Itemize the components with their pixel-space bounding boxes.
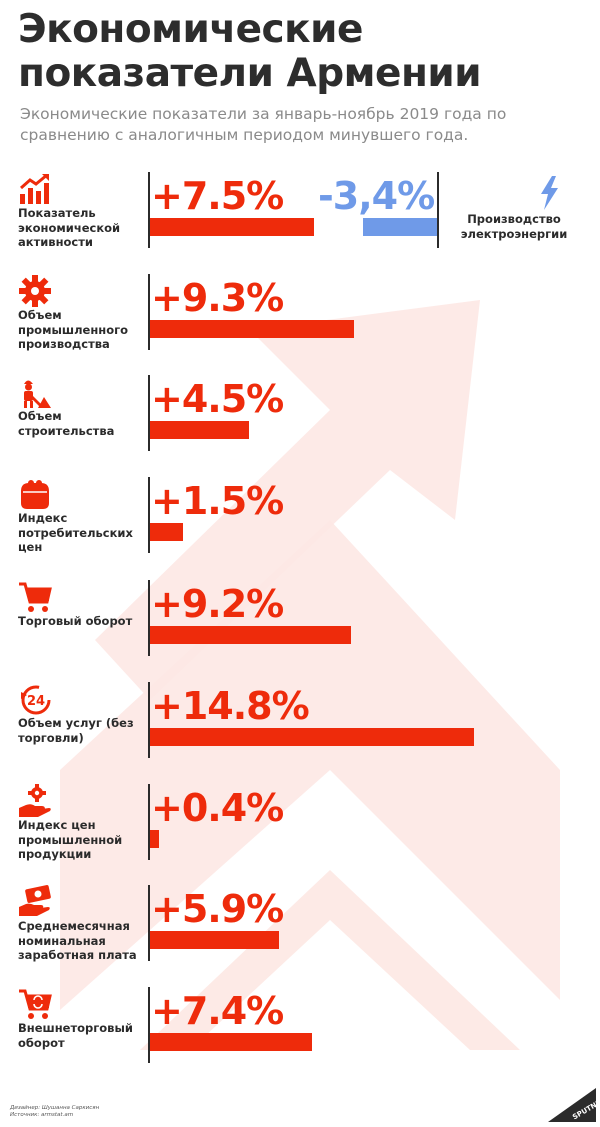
category-label: Объем промышленного производства — [18, 308, 129, 351]
chart-row: Объем строительства +4.5% — [0, 375, 600, 465]
value-label: +9.2% — [151, 582, 284, 626]
chart-row: 24 Объем услуг (без торговли) +14.8% — [0, 682, 600, 772]
bar — [150, 626, 352, 644]
value-label: +1.5% — [151, 479, 284, 523]
axis-line — [148, 885, 150, 961]
value-label: +5.9% — [151, 887, 284, 931]
money-hand-icon — [18, 885, 52, 919]
axis-line — [148, 580, 150, 656]
footer: Дизайнер: Шушанна Саркисян Источник: arm… — [10, 1105, 99, 1119]
sputnik-logo: SPUTNIK — [548, 1088, 596, 1122]
shopping-cart-icon — [18, 580, 52, 614]
value-label: +0.4% — [151, 786, 284, 830]
category-label: Среднемесячная номинальная заработная пл… — [18, 919, 137, 962]
cart-exchange-icon — [18, 987, 52, 1021]
24-hours-icon: 24 — [18, 682, 52, 716]
designer-credit: Дизайнер: Шушанна Саркисян — [10, 1105, 100, 1111]
axis-line — [148, 477, 150, 553]
value-label: +4.5% — [151, 377, 284, 421]
value-label: +7.4% — [151, 989, 284, 1033]
chart-row: Торговый оборот +9.2% — [0, 580, 600, 670]
negative-bar — [362, 218, 437, 236]
page-subtitle: Экономические показатели за январь-ноябр… — [20, 105, 507, 144]
axis-line-electricity — [437, 172, 439, 248]
gear-icon — [18, 274, 52, 308]
growth-chart-icon — [18, 172, 52, 206]
category-label: Объем строительства — [18, 409, 115, 438]
chart-row: Среднемесячная номинальная заработная пл… — [0, 885, 600, 975]
category-label: Индекс цен промышленной продукции — [18, 818, 123, 861]
axis-line — [148, 784, 150, 860]
category-label: Торговый оборот — [18, 614, 133, 628]
negative-value-label: -3,4% — [318, 174, 435, 218]
value-label: +7.5% — [151, 174, 284, 218]
bar — [150, 1033, 313, 1051]
bar — [150, 320, 354, 338]
bar — [150, 218, 315, 236]
wallet-icon — [18, 477, 52, 511]
axis-line — [148, 987, 150, 1063]
source-credit: Источник: armstat.am — [10, 1112, 74, 1118]
value-label: +14.8% — [151, 684, 310, 728]
value-label: +9.3% — [151, 276, 284, 320]
chart-row: Объем промышленного производства +9.3% — [0, 274, 600, 364]
svg-text:24: 24 — [27, 694, 45, 709]
chart-row: Индекс потребительских цен +1.5% — [0, 477, 600, 567]
construction-worker-icon — [18, 375, 52, 409]
lightning-icon — [538, 176, 560, 210]
chart-row: Показатель экономической активности +7.5%… — [0, 172, 600, 262]
bar — [150, 931, 280, 949]
bar — [150, 421, 249, 439]
category-label: Объем услуг (без торговли) — [18, 716, 134, 745]
axis-line — [148, 274, 150, 350]
category-label: Показатель экономической активности — [18, 206, 121, 249]
page-title: Экономические показатели Армении — [18, 7, 482, 96]
chart-row: Индекс цен промышленной продукции +0.4% — [0, 784, 600, 874]
background-arrow-shape — [60, 300, 560, 1010]
bar — [150, 523, 183, 541]
bar — [150, 728, 475, 746]
axis-line — [148, 375, 150, 451]
bar — [150, 830, 159, 848]
axis-line — [148, 682, 150, 758]
category-label: Внешнеторговый оборот — [18, 1021, 133, 1050]
hand-gear-icon — [18, 784, 52, 818]
electricity-label: Производство электроэнергии — [460, 212, 568, 241]
chart-row: Внешнеторговый оборот +7.4% — [0, 987, 600, 1077]
axis-line — [148, 172, 150, 248]
category-label: Индекс потребительских цен — [18, 511, 133, 554]
